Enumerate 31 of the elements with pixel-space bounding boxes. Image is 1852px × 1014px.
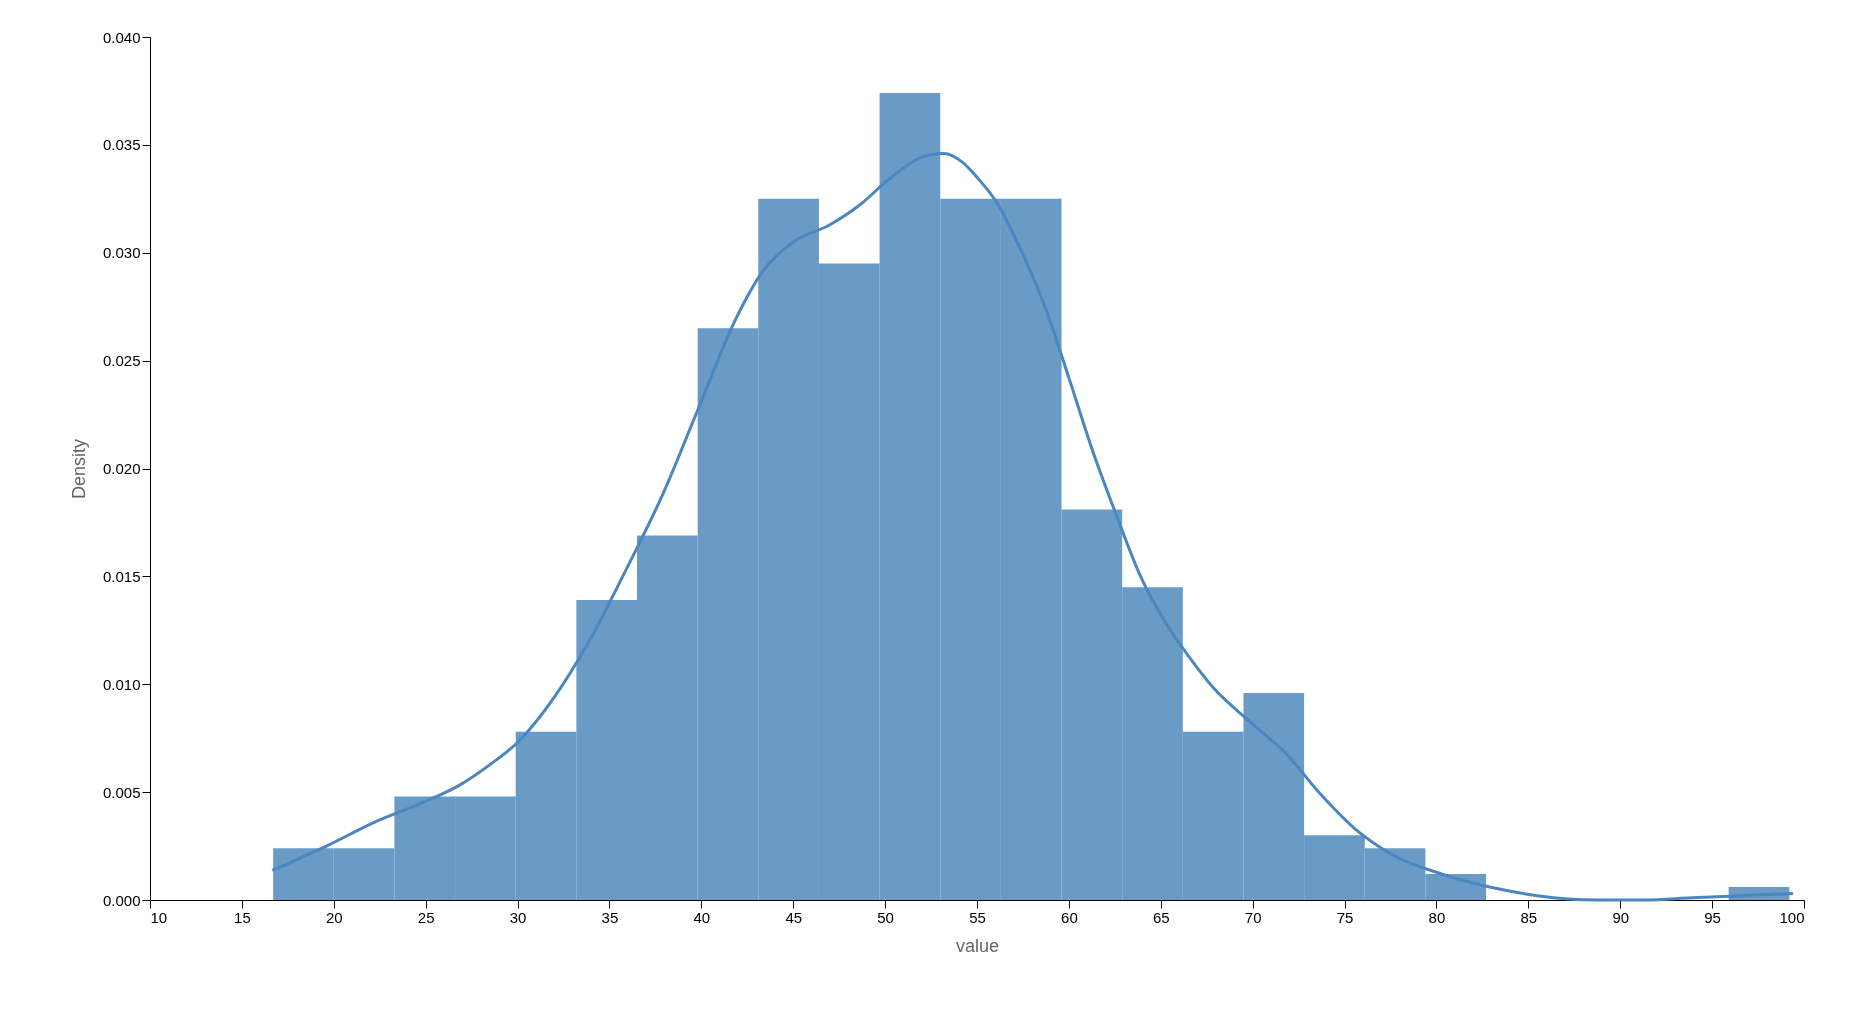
x-tick-label: 15 bbox=[234, 908, 251, 926]
x-tick-label: 25 bbox=[417, 908, 435, 926]
y-tick-label: 0.015 bbox=[102, 567, 141, 585]
x-tick-label: 50 bbox=[877, 908, 894, 926]
y-tick-label: 0.010 bbox=[102, 675, 141, 693]
x-tick-label: 65 bbox=[1152, 908, 1170, 926]
x-tick-label: 85 bbox=[1520, 908, 1538, 926]
x-tick-label: 95 bbox=[1704, 908, 1721, 926]
x-tick-label: 60 bbox=[1061, 908, 1078, 926]
x-tick-label: 40 bbox=[693, 908, 711, 926]
x-tick-label: 35 bbox=[601, 908, 619, 926]
y-tick-label: 0.035 bbox=[102, 136, 141, 154]
x-tick-label: 20 bbox=[325, 908, 343, 926]
x-tick-label: 45 bbox=[785, 908, 803, 926]
x-tick-label: 55 bbox=[969, 908, 986, 926]
y-tick-label: 0.005 bbox=[102, 783, 141, 801]
y-tick-label: 0.040 bbox=[102, 28, 141, 46]
y-tick-label: 0.020 bbox=[102, 460, 141, 477]
line-series bbox=[270, 152, 1795, 902]
x-tick-label: 90 bbox=[1612, 908, 1630, 926]
y-tick-label: 0.025 bbox=[102, 352, 141, 370]
x-tick-label: 80 bbox=[1428, 908, 1446, 926]
x-tick-label: 100 bbox=[1779, 908, 1805, 926]
x-tick-label: 10 bbox=[150, 908, 168, 926]
y-tick-label: 0.030 bbox=[102, 244, 141, 262]
x-tick-label: 75 bbox=[1336, 908, 1354, 926]
y-axis-title: Density bbox=[68, 438, 89, 500]
x-tick-label: 30 bbox=[509, 908, 527, 926]
x-tick-label: 70 bbox=[1244, 908, 1262, 926]
y-tick-label: 0.000 bbox=[102, 891, 141, 909]
x-axis-title: value bbox=[955, 935, 1000, 956]
